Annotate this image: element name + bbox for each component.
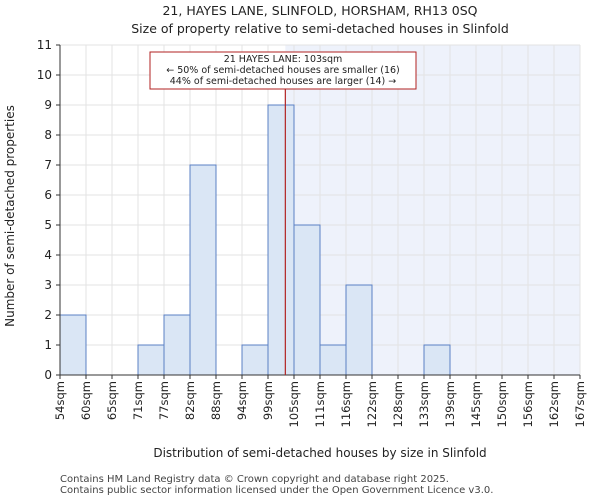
y-tick-label: 0 (44, 368, 52, 382)
y-tick-label: 2 (44, 308, 52, 322)
chart-title-line2: Size of property relative to semi-detach… (131, 21, 509, 36)
x-tick-label: 162sqm (547, 381, 561, 427)
x-tick-label: 139sqm (443, 381, 457, 427)
y-tick-label: 7 (44, 158, 52, 172)
y-tick-label: 10 (37, 68, 52, 82)
x-tick-label: 128sqm (391, 381, 405, 427)
chart-title-line1: 21, HAYES LANE, SLINFOLD, HORSHAM, RH13 … (162, 3, 477, 18)
x-tick-label: 133sqm (417, 381, 431, 427)
bar (59, 314, 87, 376)
x-tick-label: 82sqm (183, 381, 197, 420)
annotation-frame (149, 51, 417, 90)
bar (241, 344, 269, 376)
highlight-layer (285, 45, 580, 375)
x-tick-label: 156sqm (521, 381, 535, 427)
bar (345, 284, 373, 376)
bar (293, 224, 321, 376)
y-tick-label: 11 (37, 38, 52, 52)
y-tick-label: 1 (44, 338, 52, 352)
bar (189, 164, 217, 376)
annotation-line3: 44% of semi-detached houses are larger (… (170, 76, 397, 87)
y-tick-label: 5 (44, 218, 52, 232)
x-tick-label: 116sqm (339, 381, 353, 427)
bar (163, 314, 191, 376)
y-tick-label: 6 (44, 188, 52, 202)
x-tick-label: 150sqm (495, 381, 509, 427)
x-tick-label: 122sqm (365, 381, 379, 427)
x-tick-label: 60sqm (79, 381, 93, 420)
x-axis-label: Distribution of semi-detached houses by … (153, 446, 486, 460)
annotation-line1: 21 HAYES LANE: 103sqm (224, 54, 343, 65)
x-tick-label: 88sqm (209, 381, 223, 420)
bars (59, 104, 451, 376)
footer-line2: Contains public sector information licen… (60, 485, 493, 496)
bar (137, 344, 165, 376)
y-axis-label: Number of semi-detached properties (3, 105, 17, 327)
y-tick-label: 9 (44, 98, 52, 112)
bar (267, 104, 295, 376)
x-tick-label: 145sqm (469, 381, 483, 427)
x-tick-label: 77sqm (157, 381, 171, 420)
y-tick-label: 8 (44, 128, 52, 142)
x-tick-label: 71sqm (131, 381, 145, 420)
highlight-region (285, 45, 580, 375)
x-tick-label: 94sqm (235, 381, 249, 420)
y-tick-label: 4 (44, 248, 52, 262)
x-tick-label: 111sqm (313, 381, 327, 427)
footer-line1: Contains HM Land Registry data © Crown c… (60, 474, 449, 485)
x-tick-label: 105sqm (287, 381, 301, 427)
x-tick-label: 54sqm (53, 381, 67, 420)
bar (319, 344, 347, 376)
y-tick-label: 3 (44, 278, 52, 292)
x-tick-label: 167sqm (573, 381, 587, 427)
x-tick-label: 99sqm (261, 381, 275, 420)
axes: 0 1 2 3 4 5 6 7 8 9 10 11 54sqm 60sqm 65sqm 71sqm 77sqm 8… (37, 38, 587, 427)
annotation-box: 21 HAYES LANE: 103sqm ← 50% of semi-deta… (149, 51, 417, 90)
x-tick-label: 65sqm (105, 381, 119, 420)
annotation-line2: ← 50% of semi-detached houses are smalle… (166, 65, 400, 76)
bar (423, 344, 451, 376)
